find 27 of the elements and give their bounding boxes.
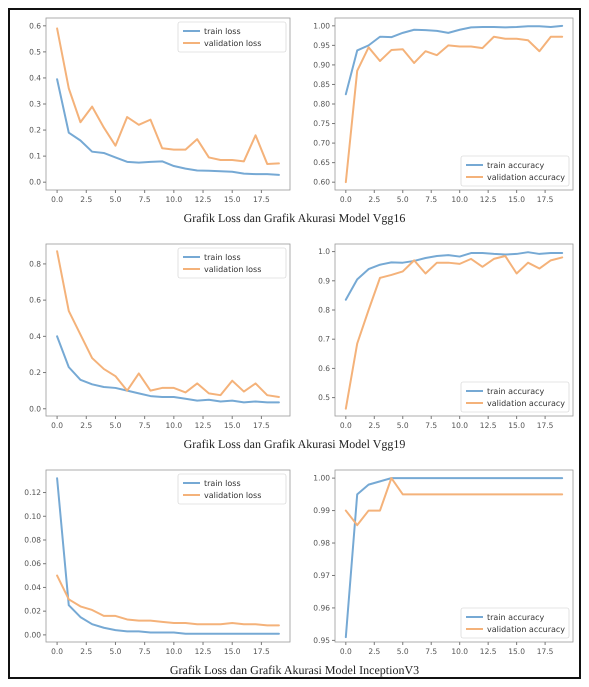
- text: Grafik Loss dan Grafik Akurasi Model InceptionV3: [170, 663, 420, 677]
- line-series: [344, 36, 564, 184]
- line-series: [56, 477, 280, 635]
- legend-label: train loss: [204, 27, 241, 36]
- legend-label: train accuracy: [487, 387, 545, 396]
- legend-label: train loss: [204, 479, 241, 488]
- legend-label: validation loss: [204, 39, 262, 48]
- line-series: [344, 477, 564, 638]
- line-series: [56, 335, 280, 404]
- text: Grafik Loss dan Grafik Akurasi Model Vgg16: [184, 211, 406, 225]
- text: Grafik Loss dan Grafik Akurasi Model Vgg19: [184, 437, 406, 451]
- line-series: [344, 251, 564, 301]
- legend-label: train accuracy: [487, 613, 545, 622]
- line-series: [56, 78, 280, 176]
- line-series: [56, 574, 280, 626]
- legend-label: validation accuracy: [487, 625, 566, 634]
- legend-label: validation accuracy: [487, 173, 566, 182]
- legend-label: validation accuracy: [487, 399, 566, 408]
- line-series: [344, 254, 564, 410]
- line-series: [56, 27, 280, 165]
- legend-label: validation loss: [204, 265, 262, 274]
- line-series: [56, 250, 280, 398]
- line-series: [344, 24, 564, 96]
- legend-label: train loss: [204, 253, 241, 262]
- legend-label: validation loss: [204, 491, 262, 500]
- legend-label: train accuracy: [487, 161, 545, 170]
- line-series: [344, 477, 564, 526]
